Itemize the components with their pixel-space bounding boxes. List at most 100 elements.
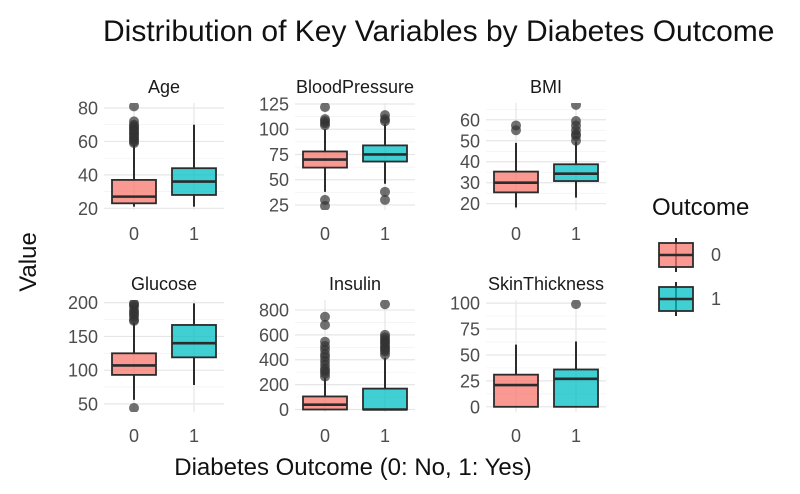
x-tick-label: 0 [511,426,521,446]
outlier-point [511,120,521,131]
x-tick-label: 1 [571,426,581,446]
boxplot-group-1 [362,110,408,205]
box [362,387,408,411]
y-tick-label: 75 [460,320,480,340]
plot-area [493,300,599,408]
y-axis-title: Value [15,232,42,292]
outlier-point [129,103,139,112]
x-tick-label: 0 [320,426,330,446]
boxplot-group-1 [362,300,408,411]
legend-title: Outcome [652,194,749,221]
legend-label: 1 [711,289,721,309]
x-tick-label: 1 [189,224,199,244]
panel-skinthickness: 0 25 50 75 100 0 1 SkinThickness [450,274,606,446]
x-tick-label: 1 [380,426,390,446]
box [553,368,599,408]
panel-insulin: 0 200 400 600 800 0 1 Insulin [259,274,415,446]
y-tick-label: 200 [259,375,289,395]
facet-label-bmi: BMI [530,77,562,97]
outlier-point [380,300,390,310]
x-tick-label: 1 [571,224,581,244]
boxplot-group-0 [302,103,348,210]
plot-area [302,300,408,411]
x-tick-label: 1 [189,426,199,446]
x-axis-title: Diabetes Outcome (0: No, 1: Yes) [174,454,532,481]
outlier-point [320,194,330,205]
y-tick-label: 200 [68,293,98,313]
y-tick-label: 30 [460,173,480,193]
boxplot-group-0 [493,120,539,208]
y-tick-label: 20 [78,199,98,219]
outlier-point [380,329,390,340]
y-tick-label: 25 [269,195,289,215]
x-tick-label: 0 [129,426,139,446]
y-tick-label: 800 [259,300,289,320]
outlier-point [380,110,390,121]
y-tick-label: 40 [460,152,480,172]
facet-label-insulin: Insulin [329,274,381,294]
boxplot-group-1 [553,300,599,408]
legend: Outcome 0 1 [652,194,749,316]
box [111,179,157,205]
y-tick-label: 400 [259,350,289,370]
plot-area [111,300,217,412]
boxplot-group-0 [302,311,348,411]
outlier-point [320,114,330,125]
boxplot-group-0 [493,344,539,408]
panel-bloodpressure: 25 50 75 100 125 0 1 BloodPressure [259,77,415,244]
facet-label-age: Age [148,77,180,97]
y-tick-label: 50 [78,394,98,414]
x-tick-label: 0 [511,224,521,244]
outlier-point [380,194,390,205]
x-tick-label: 1 [380,224,390,244]
legend-label: 0 [711,245,721,265]
boxplot-group-1 [171,303,217,386]
outlier-point [320,336,330,347]
y-tick-label: 0 [470,397,480,417]
legend-item-0: 0 [658,238,721,272]
boxplot-group-0 [111,300,157,412]
outlier-point [571,116,581,127]
y-tick-label: 20 [460,194,480,214]
facet-label-bloodpressure: BloodPressure [296,77,414,97]
outlier-point [129,116,139,127]
legend-item-1: 1 [658,282,721,316]
box [493,373,539,408]
boxplot-group-1 [553,103,599,198]
plot-area [493,103,599,208]
panel-glucose: 50 100 150 200 0 1 Glucose [68,274,224,446]
y-tick-label: 50 [460,345,480,365]
box [111,352,157,376]
outlier-point [129,300,139,309]
box [302,395,348,411]
plot-area [111,103,217,207]
y-tick-label: 80 [78,99,98,119]
outlier-point [380,186,390,197]
boxplot-group-1 [171,124,217,207]
outlier-point [320,311,330,322]
y-tick-label: 25 [460,371,480,391]
x-tick-label: 0 [129,224,139,244]
plot-area [302,103,408,210]
boxplot-group-0 [111,103,157,207]
y-tick-label: 60 [460,110,480,130]
outlier-point [571,300,581,310]
y-tick-label: 60 [78,132,98,152]
y-tick-label: 50 [269,170,289,190]
outlier-point [320,103,330,113]
y-tick-label: 150 [68,327,98,347]
y-tick-label: 50 [460,131,480,151]
box [171,324,217,359]
y-tick-label: 0 [279,400,289,420]
outlier-point [129,402,139,412]
y-tick-label: 600 [259,325,289,345]
y-tick-label: 75 [269,145,289,165]
y-tick-label: 100 [259,120,289,140]
y-tick-label: 100 [68,361,98,381]
chart-title: Distribution of Key Variables by Diabete… [103,15,774,48]
y-tick-label: 125 [259,95,289,115]
facet-label-glucose: Glucose [131,274,197,294]
